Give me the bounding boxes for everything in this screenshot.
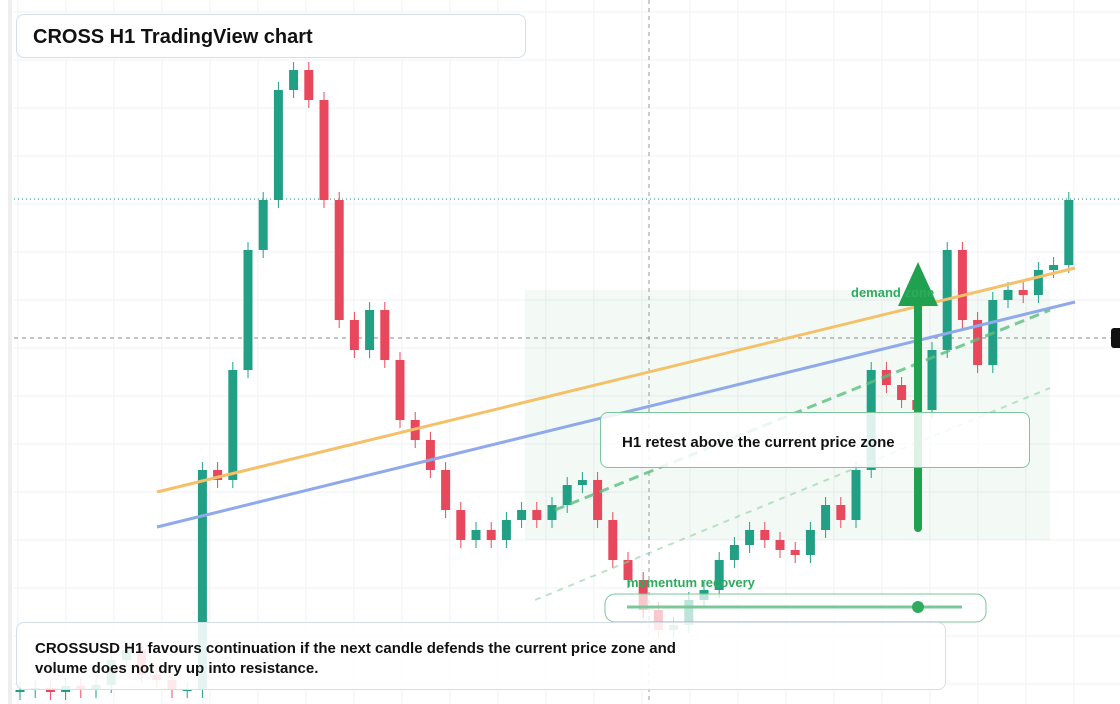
candle-body (775, 540, 785, 550)
candle-body (714, 560, 724, 590)
note: CROSSUSD H1 favours continuation if the … (35, 640, 676, 677)
title: CROSS H1 TradingView chart (33, 26, 313, 48)
candle-body (365, 310, 375, 350)
candle-body (304, 70, 314, 100)
candle-body (821, 505, 831, 530)
candle-body (456, 510, 466, 540)
candle-body (1033, 270, 1043, 295)
candle-body (547, 505, 557, 520)
candle-body (380, 310, 390, 360)
candle-body (1064, 200, 1074, 265)
candle-body (395, 360, 405, 420)
candle-body (501, 520, 511, 540)
candle-body (1003, 290, 1013, 300)
candle-body (897, 385, 907, 400)
candle-body (623, 560, 633, 580)
candle-body (486, 530, 496, 540)
candle-body (258, 200, 268, 250)
candle-body (608, 520, 618, 560)
title-box: CROSS H1 TradingView chart (16, 14, 526, 58)
candle-body (729, 545, 739, 560)
candle-body (790, 550, 800, 555)
arrow-head (898, 262, 938, 306)
candle-body (349, 320, 359, 350)
candle-body (1018, 290, 1028, 295)
momentum-label: momentum recovery (627, 575, 755, 590)
momentum-handle (912, 601, 924, 613)
candle-body (243, 250, 253, 370)
candle-body (805, 530, 815, 555)
price-tag (1111, 328, 1120, 348)
candle-body (15, 690, 25, 692)
candle-body (745, 530, 755, 545)
candle-body (517, 510, 527, 520)
candle-body (1049, 265, 1059, 270)
retest-label: H1 retest above the current price zone (622, 434, 895, 451)
candle-body (441, 470, 451, 510)
left-edge (8, 0, 12, 704)
retest-box: H1 retest above the current price zone (600, 412, 1030, 468)
candle-body (532, 510, 542, 520)
candle-body (213, 470, 223, 480)
candle-body (334, 200, 344, 320)
candle-body (851, 470, 861, 520)
candle-body (319, 100, 329, 200)
candle-body (425, 440, 435, 470)
candle-body (182, 690, 192, 691)
channel-upper (554, 308, 1051, 512)
candle-body (273, 90, 283, 200)
note-box: CROSSUSD H1 favours continuation if the … (16, 622, 946, 690)
candle-body (228, 370, 238, 480)
candle-body (927, 350, 937, 410)
candle-body (289, 70, 299, 90)
candle-body (45, 688, 55, 692)
candle-body (471, 530, 481, 540)
candle-body (593, 480, 603, 520)
candle-body (760, 530, 770, 540)
channel-lower (534, 387, 1051, 601)
candle-body (577, 480, 587, 485)
candle-body (973, 320, 983, 365)
candle-body (836, 505, 846, 520)
candle-body (562, 485, 572, 505)
candle-body (197, 470, 207, 690)
candle-body (957, 250, 967, 320)
demand-label: demand zone (851, 285, 935, 300)
